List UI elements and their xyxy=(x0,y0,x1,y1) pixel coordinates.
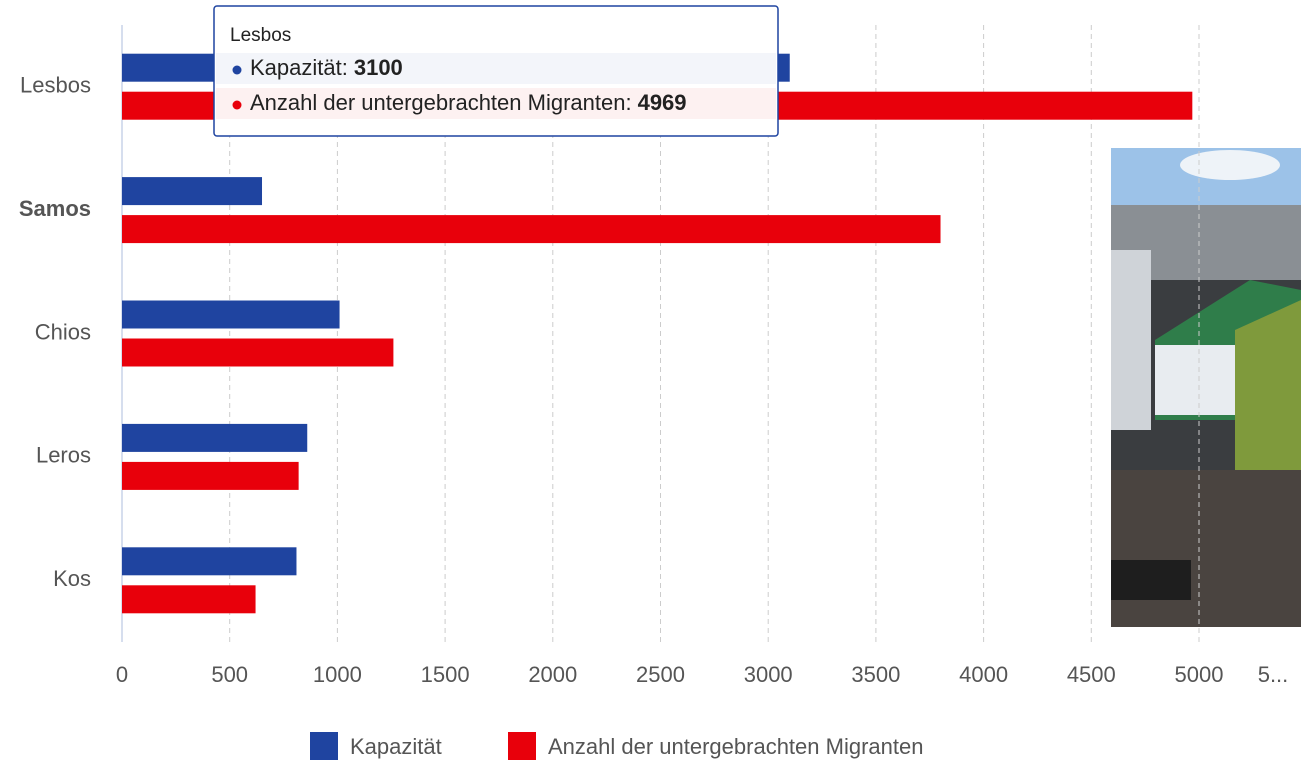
photo xyxy=(1111,148,1301,627)
x-tick-label: 1000 xyxy=(313,662,362,687)
tooltip-dot xyxy=(232,65,242,75)
tooltip-row-bg xyxy=(216,88,776,119)
bar xyxy=(122,423,308,452)
y-tick-label: Leros xyxy=(36,443,91,468)
bar xyxy=(122,215,941,244)
tooltip: Lesbos Kapazität: 3100 Anzahl der untergebr… xyxy=(213,5,779,137)
tooltip-label: Kapazität: xyxy=(250,55,348,80)
tooltip-value: 4969 xyxy=(638,90,687,115)
bar xyxy=(122,585,256,614)
x-tick-label: 4000 xyxy=(959,662,1008,687)
tooltip-dot xyxy=(232,100,242,110)
y-tick-label: Samos xyxy=(19,196,91,221)
x-tick-label: 5... xyxy=(1258,662,1289,687)
legend-label: Anzahl der untergebrachten Migranten xyxy=(548,734,923,759)
x-tick-label: 500 xyxy=(211,662,248,687)
bar xyxy=(122,461,299,490)
y-tick-label: Chios xyxy=(35,319,91,344)
legend-label: Kapazität xyxy=(350,734,442,759)
y-tick-label: Lesbos xyxy=(20,73,91,98)
x-tick-label: 2000 xyxy=(528,662,577,687)
tooltip-row: Kapazität: 3100 xyxy=(250,55,403,80)
x-tick-label: 5000 xyxy=(1175,662,1224,687)
tooltip-label: Anzahl der untergebrachten Migranten: xyxy=(250,90,632,115)
tooltip-title: Lesbos xyxy=(230,25,291,46)
x-tick-label: 1500 xyxy=(421,662,470,687)
legend-swatch xyxy=(310,732,338,760)
tooltip-value: 3100 xyxy=(354,55,403,80)
x-tick-label: 4500 xyxy=(1067,662,1116,687)
bar xyxy=(122,300,340,329)
bar xyxy=(122,338,394,367)
tooltip-row-bg xyxy=(216,53,776,84)
x-tick-label: 3000 xyxy=(744,662,793,687)
x-tick-label: 2500 xyxy=(636,662,685,687)
x-tick-label: 0 xyxy=(116,662,128,687)
bar xyxy=(122,177,263,206)
bar xyxy=(122,547,297,576)
legend-swatch xyxy=(508,732,536,760)
tooltip-row: Anzahl der untergebrachten Migranten: 496… xyxy=(250,90,687,115)
x-tick-label: 3500 xyxy=(851,662,900,687)
y-tick-label: Kos xyxy=(53,566,91,591)
